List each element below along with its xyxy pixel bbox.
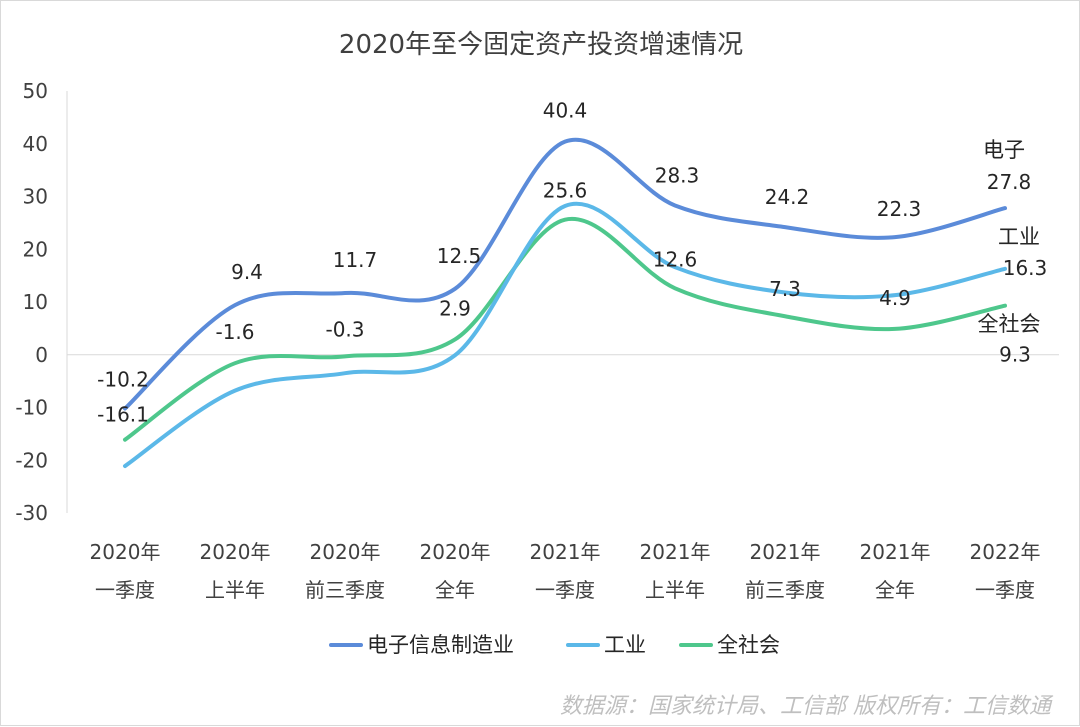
data-label-society: 9.3 (999, 343, 1031, 367)
data-label-electronics: 28.3 (655, 163, 700, 187)
series-end-label: 全社会 (978, 312, 1041, 336)
legend: 电子信息制造业 工业 全社会 (329, 633, 780, 657)
data-label-electronics: 11.7 (333, 248, 378, 272)
y-tick-label: -30 (15, 501, 48, 525)
x-tick-label: 前三季度 (305, 578, 385, 602)
data-label-electronics: 22.3 (877, 197, 922, 221)
data-label-society: 25.6 (543, 179, 588, 203)
series-end-label: 工业 (998, 225, 1040, 249)
data-label-society: -1.6 (215, 320, 254, 344)
legend-label: 电子信息制造业 (367, 633, 514, 657)
y-tick-label: 30 (23, 185, 48, 209)
y-tick-label: -20 (15, 448, 48, 472)
x-tick-label: 2020年 (90, 540, 161, 564)
x-tick-label: 全年 (435, 578, 475, 602)
source-note: 数据源：国家统计局、工信部 版权所有：工信数通 (560, 694, 1054, 719)
data-label-electronics: 24.2 (765, 185, 810, 209)
x-tick-label: 2020年 (200, 540, 271, 564)
y-tick-label: 20 (23, 237, 48, 261)
x-tick-label: 2021年 (860, 540, 931, 564)
x-tick-label: 2021年 (530, 540, 601, 564)
y-tick-label: -10 (15, 396, 48, 420)
data-label-electronics: 12.5 (437, 244, 482, 268)
series-line-electronics (123, 137, 1007, 411)
legend-label: 工业 (604, 633, 646, 657)
x-tick-label: 全年 (875, 578, 915, 602)
data-label-electronics: 27.8 (987, 170, 1032, 194)
series-line-society (123, 216, 1007, 442)
data-label-electronics: -10.2 (97, 368, 149, 392)
data-label-society: 12.6 (653, 247, 698, 271)
y-axis: 50 40 30 20 10 0 -10 -20 -30 (15, 79, 68, 525)
data-label-society: -0.3 (325, 317, 364, 341)
x-tick-label: 上半年 (645, 578, 705, 602)
x-tick-label: 上半年 (205, 578, 265, 602)
series-line-industry (123, 201, 1007, 469)
data-label-electronics: 40.4 (543, 99, 588, 123)
series-end-label: 电子 (983, 138, 1025, 162)
x-tick-label: 前三季度 (745, 578, 825, 602)
legend-label: 全社会 (717, 633, 780, 657)
series-lines (123, 137, 1007, 469)
data-label-society: 4.9 (879, 286, 911, 310)
data-labels: -10.2 9.4 11.7 12.5 40.4 28.3 24.2 22.3 27.8 -16.… (97, 99, 1047, 427)
data-label-society: 2.9 (439, 296, 471, 320)
data-label-electronics: 9.4 (231, 260, 263, 284)
x-tick-label: 一季度 (975, 578, 1035, 602)
y-tick-label: 0 (35, 343, 48, 367)
x-tick-label: 2020年 (420, 540, 491, 564)
x-tick-label: 2020年 (310, 540, 381, 564)
data-label-society: -16.1 (97, 403, 149, 427)
x-tick-label: 2021年 (750, 540, 821, 564)
x-tick-label: 一季度 (95, 578, 155, 602)
x-tick-label: 2021年 (640, 540, 711, 564)
x-tick-label: 一季度 (535, 578, 595, 602)
y-tick-label: 50 (23, 79, 48, 103)
data-label-society: 7.3 (769, 277, 801, 301)
data-label-industry: 16.3 (1003, 256, 1048, 280)
x-tick-label: 2022年 (970, 540, 1041, 564)
y-tick-label: 40 (23, 132, 48, 156)
chart-title: 2020年至今固定资产投资增速情况 (339, 30, 743, 60)
y-tick-label: 10 (23, 290, 48, 314)
